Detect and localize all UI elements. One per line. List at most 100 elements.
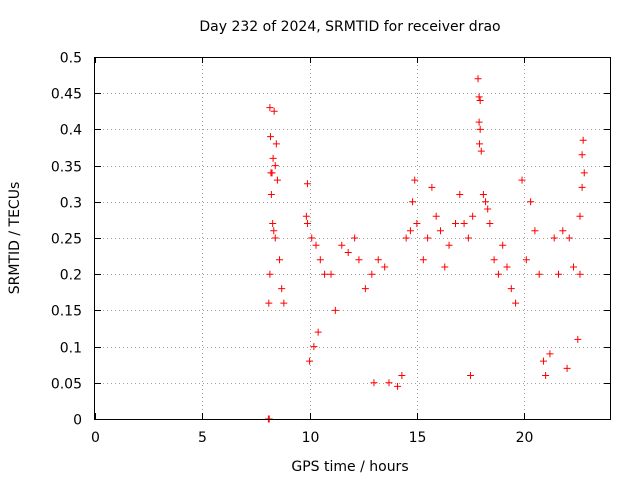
data-point — [477, 147, 485, 155]
data-point — [272, 140, 280, 148]
data-point — [374, 256, 382, 264]
data-point — [273, 176, 281, 184]
data-point — [474, 75, 482, 83]
data-point — [413, 220, 421, 228]
data-point — [486, 220, 494, 228]
data-point — [267, 191, 275, 199]
x-tick-label: 10 — [302, 430, 320, 446]
y-tick-label: 0 — [73, 413, 82, 429]
data-point — [278, 285, 286, 293]
data-point — [578, 183, 586, 191]
data-point — [475, 93, 483, 101]
data-point — [268, 169, 276, 177]
data-point — [559, 227, 567, 235]
data-point — [302, 212, 310, 220]
data-point — [316, 256, 324, 264]
data-point — [266, 270, 274, 278]
data-point — [436, 227, 444, 235]
data-point — [460, 220, 468, 228]
y-tick-label: 0.15 — [51, 304, 82, 320]
data-point — [555, 270, 562, 278]
data-point — [579, 136, 587, 144]
data-point — [265, 299, 273, 307]
data-point — [550, 234, 558, 242]
data-point — [445, 241, 453, 249]
data-point — [475, 118, 483, 126]
data-point — [424, 234, 432, 242]
data-point — [576, 212, 584, 220]
x-tick-label: 5 — [198, 430, 207, 446]
data-point — [409, 198, 417, 206]
data-point — [479, 191, 487, 199]
data-point — [312, 241, 320, 249]
data-point — [310, 343, 318, 351]
data-point — [482, 198, 490, 206]
data-point — [503, 263, 511, 271]
data-point — [428, 183, 436, 191]
data-point — [507, 285, 515, 293]
data-point — [398, 372, 406, 380]
data-point — [370, 379, 378, 387]
data-point — [269, 154, 277, 162]
data-point — [344, 248, 352, 256]
data-point — [308, 234, 316, 242]
data-point — [464, 234, 472, 242]
x-tick-label: 0 — [91, 430, 100, 446]
data-point — [563, 364, 571, 372]
data-point — [576, 270, 584, 278]
data-point — [518, 176, 526, 184]
data-point — [494, 270, 502, 278]
data-point — [490, 256, 498, 264]
y-tick-label: 0.45 — [51, 87, 82, 103]
data-point — [271, 234, 279, 242]
y-tick-label: 0.2 — [60, 268, 82, 284]
data-point — [452, 220, 459, 228]
data-point — [327, 270, 335, 278]
y-tick-label: 0.5 — [60, 51, 82, 67]
data-point — [476, 140, 484, 148]
y-tick-label: 0.35 — [51, 160, 82, 176]
data-point — [394, 382, 402, 390]
data-point — [306, 357, 314, 365]
chart-title: Day 232 of 2024, SRMTID for receiver dra… — [199, 19, 500, 35]
data-point — [432, 212, 440, 220]
data-point — [578, 151, 586, 159]
plot-frame — [94, 57, 611, 420]
data-point — [527, 198, 535, 206]
y-tick-label: 0.1 — [60, 341, 82, 357]
data-point — [441, 263, 449, 271]
data-point — [314, 328, 322, 336]
data-point — [303, 180, 311, 188]
data-point — [271, 162, 279, 170]
y-tick-label: 0.4 — [60, 123, 82, 139]
data-point — [402, 234, 410, 242]
data-point — [361, 285, 369, 293]
data-point — [542, 372, 550, 380]
x-tick-labels: 0 5 10 15 20 — [91, 430, 533, 446]
x-tick-label: 20 — [516, 430, 534, 446]
x-tick-label: 15 — [409, 430, 427, 446]
data-point — [456, 191, 464, 199]
data-point — [539, 357, 547, 365]
data-point — [381, 263, 389, 271]
data-point — [565, 234, 573, 242]
data-point — [574, 335, 582, 343]
data-point — [476, 125, 484, 133]
y-tick-label: 0.25 — [51, 232, 82, 248]
data-point — [512, 299, 520, 307]
points — [264, 75, 588, 423]
data-point — [351, 234, 359, 242]
data-point — [467, 372, 475, 380]
data-point — [411, 176, 419, 184]
data-point — [385, 379, 393, 387]
data-point — [476, 96, 484, 104]
data-point — [267, 133, 275, 141]
data-point — [276, 256, 284, 264]
y-axis-label: SRMTID / TECUs — [7, 182, 23, 295]
data-point — [419, 256, 427, 264]
data-point — [270, 107, 278, 115]
data-point — [331, 306, 339, 314]
y-tick-labels: 0 0.05 0.1 0.15 0.2 0.25 0.3 0.35 0.4 0.45 0.5 — [51, 51, 82, 429]
data-point — [570, 263, 578, 271]
data-point — [531, 227, 539, 235]
